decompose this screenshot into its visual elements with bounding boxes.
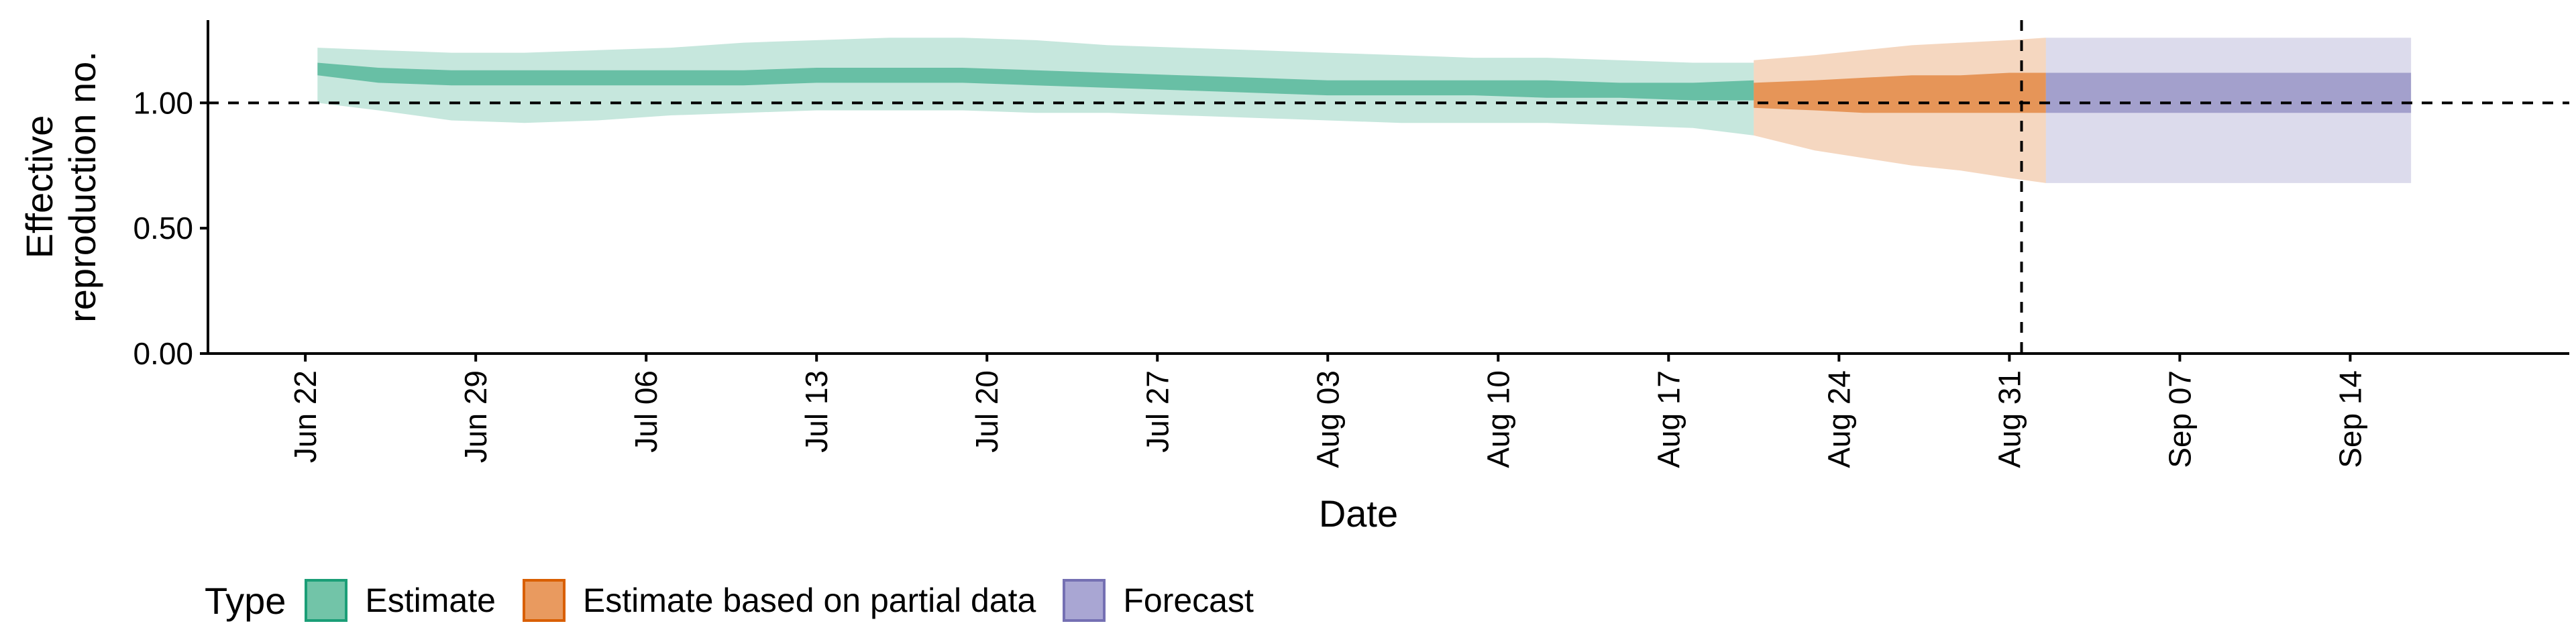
x-tick-label: Jul 06 [629, 370, 663, 453]
x-tick-label: Jun 22 [288, 370, 323, 463]
x-tick-label: Aug 17 [1651, 370, 1686, 468]
x-tick-label: Aug 03 [1310, 370, 1345, 468]
x-tick-label: Jun 29 [458, 370, 493, 463]
legend-item-forecast: Forecast [1063, 579, 1254, 622]
band-50-forecast [2045, 72, 2412, 113]
x-tick-label: Jul 27 [1140, 370, 1175, 453]
x-tick-label: Aug 31 [1992, 370, 2027, 468]
legend-item-partial: Estimate based on partial data [522, 579, 1036, 622]
legend-key-forecast [1063, 579, 1106, 622]
band-90-estimate [317, 38, 1754, 136]
reference-lines [208, 20, 2569, 354]
x-tick-label: Jul 13 [799, 370, 834, 453]
y-tick-label: 0.50 [133, 211, 193, 246]
legend-title: Type [205, 579, 286, 622]
x-tick-label: Aug 10 [1481, 370, 1515, 468]
legend-key-estimate [305, 579, 348, 622]
legend-label-forecast: Forecast [1123, 582, 1254, 619]
y-tick-label: 1.00 [133, 85, 193, 120]
y-axis-title: Effectivereproduction no. [18, 51, 103, 323]
x-tick-label: Aug 24 [1821, 370, 1856, 468]
x-tick-label: Jul 20 [969, 370, 1004, 453]
band-layer [317, 38, 2412, 183]
axes: 0.00 0.50 1.00 Jun 22 Jun 29 Jul 06 Jul 13 Jul … [18, 20, 2569, 535]
x-tick-label: Sep 07 [2162, 370, 2197, 468]
y-axis-title-line: Effective [18, 115, 60, 259]
legend-label-partial: Estimate based on partial data [582, 582, 1036, 619]
legend: Type Estimate Estimate based on partial … [205, 577, 1281, 624]
x-axis-title: Date [1319, 492, 1398, 535]
band-50-estimate [317, 62, 1754, 101]
x-tick-label: Sep 14 [2332, 370, 2367, 468]
legend-item-estimate: Estimate [305, 579, 496, 622]
y-tick-label: 0.00 [133, 336, 193, 371]
legend-key-partial [522, 579, 566, 622]
y-axis-title-line: reproduction no. [61, 51, 103, 323]
legend-label-estimate: Estimate [365, 582, 496, 619]
